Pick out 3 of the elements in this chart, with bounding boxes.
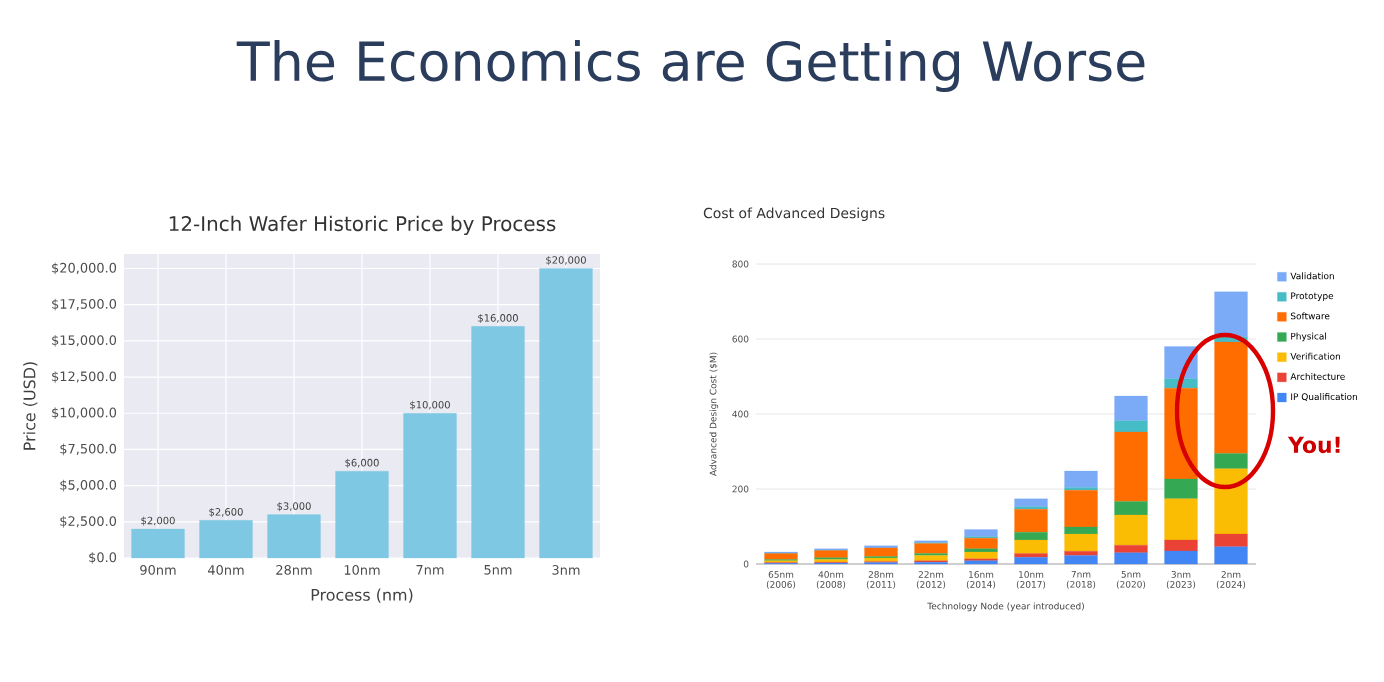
- chart-title: 12-Inch Wafer Historic Price by Process: [169, 215, 556, 236]
- text: You!: [1287, 436, 1340, 454]
- text: The Economics are Getting Worse: [236, 39, 1145, 93]
